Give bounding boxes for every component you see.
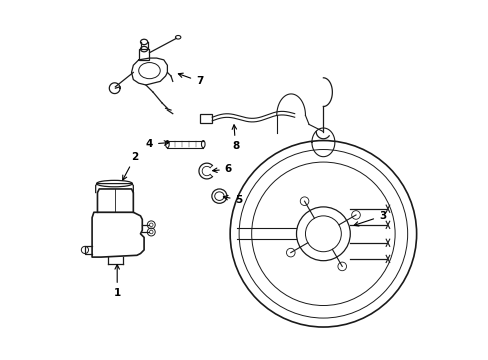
- Text: 1: 1: [113, 265, 121, 298]
- Text: 5: 5: [223, 195, 242, 205]
- Text: 8: 8: [231, 125, 239, 151]
- Text: 3: 3: [353, 211, 386, 226]
- Text: 7: 7: [178, 73, 203, 86]
- Text: 4: 4: [145, 139, 168, 149]
- Text: 6: 6: [212, 164, 231, 174]
- Text: 2: 2: [122, 152, 139, 180]
